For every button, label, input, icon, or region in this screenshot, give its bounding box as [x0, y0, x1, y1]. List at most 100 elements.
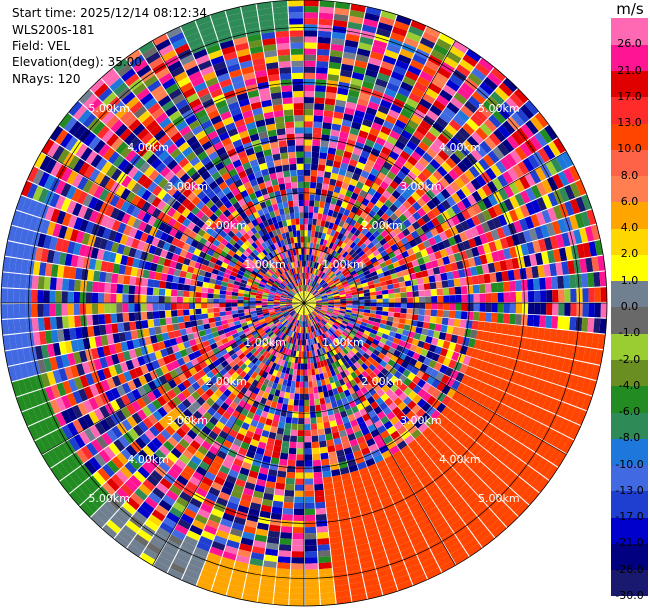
- range-gate: [462, 470, 476, 483]
- ray: [304, 1, 351, 303]
- range-gate: [388, 486, 401, 497]
- range-gate: [315, 355, 320, 363]
- range-gate: [461, 396, 472, 409]
- range-gate: [345, 427, 354, 436]
- range-gate: [324, 202, 331, 210]
- range-gate: [438, 460, 450, 473]
- range-gate: [553, 385, 564, 400]
- range-gate: [320, 140, 330, 148]
- range-gate: [440, 481, 453, 494]
- range-gate: [590, 224, 601, 241]
- range-gate: [438, 33, 455, 46]
- range-gate: [289, 392, 295, 400]
- range-gate: [171, 282, 179, 290]
- range-gate: [509, 303, 517, 314]
- range-gate: [542, 194, 553, 209]
- range-gate: [369, 309, 377, 315]
- range-gate: [519, 325, 527, 338]
- range-gate: [380, 125, 392, 136]
- range-gate: [307, 369, 312, 376]
- range-gate: [413, 176, 424, 187]
- range-gate: [370, 303, 377, 307]
- range-gate: [457, 161, 469, 173]
- range-gate: [412, 394, 422, 404]
- range-gate: [396, 328, 404, 335]
- range-gate: [455, 64, 471, 77]
- range-gate: [301, 345, 304, 352]
- range-gate: [395, 92, 408, 103]
- range-gate: [453, 478, 467, 491]
- range-gate: [490, 364, 500, 377]
- range-gate: [314, 283, 320, 289]
- range-gate: [325, 331, 331, 338]
- range-gate: [249, 297, 256, 301]
- range-gate: [382, 406, 392, 416]
- range-gate: [523, 362, 533, 376]
- range-gate: [448, 169, 459, 181]
- range-gate: [429, 104, 443, 117]
- range-gate: [316, 315, 322, 321]
- range-gate: [479, 254, 488, 265]
- range-gate: [478, 104, 492, 119]
- range-gate: [318, 287, 324, 293]
- range-gate: [382, 55, 397, 66]
- range-gate: [364, 260, 373, 267]
- range-gate: [321, 384, 328, 392]
- range-gate: [535, 252, 544, 266]
- range-gate: [74, 279, 81, 292]
- range-gate: [582, 347, 592, 363]
- range-gate: [384, 234, 393, 243]
- range-gate: [289, 599, 304, 606]
- range-gate: [526, 350, 536, 364]
- range-gate: [320, 280, 326, 286]
- ray: [304, 303, 581, 440]
- range-gate: [488, 114, 502, 128]
- range-gate: [376, 171, 387, 181]
- range-gate: [300, 363, 304, 370]
- range-gate: [363, 391, 372, 400]
- range-gate: [334, 105, 345, 114]
- range-gate: [183, 315, 191, 322]
- range-gate: [345, 33, 360, 42]
- range-gate: [459, 173, 471, 185]
- range-gate: [305, 260, 309, 267]
- range-gate: [315, 79, 327, 86]
- range-gate: [425, 246, 434, 255]
- range-gate: [304, 532, 317, 540]
- range-gate: [394, 292, 401, 298]
- range-gate: [491, 523, 507, 538]
- range-gate: [425, 533, 441, 546]
- range-gate: [304, 169, 311, 176]
- range-gate: [306, 242, 311, 249]
- range-gate: [353, 200, 362, 209]
- range-gate: [343, 270, 350, 277]
- range-gate: [366, 489, 378, 499]
- range-gate: [502, 224, 512, 237]
- range-gate: [358, 394, 367, 403]
- range-gate: [208, 317, 216, 324]
- range-gate: [219, 307, 226, 312]
- range-gate: [177, 316, 185, 323]
- range-gate: [491, 251, 500, 262]
- range-gate: [454, 177, 466, 189]
- range-gate: [355, 537, 369, 546]
- range-gate: [309, 305, 316, 309]
- range-gate: [405, 261, 414, 269]
- range-gate: [564, 289, 571, 303]
- range-gate: [543, 264, 552, 277]
- range-gate: [336, 504, 349, 513]
- range-gate: [350, 205, 359, 214]
- range-gate: [37, 276, 45, 290]
- range-gate: [444, 228, 454, 239]
- range-gate: [297, 338, 301, 346]
- range-gate: [300, 327, 303, 334]
- range-gate: [435, 192, 446, 203]
- range-gate: [291, 356, 296, 363]
- range-gate: [348, 89, 360, 98]
- range-gate: [339, 249, 346, 256]
- range-gate: [456, 335, 465, 345]
- range-gate: [361, 318, 369, 324]
- range-gate: [305, 314, 308, 321]
- range-gate: [418, 290, 426, 297]
- range-gate: [470, 329, 478, 339]
